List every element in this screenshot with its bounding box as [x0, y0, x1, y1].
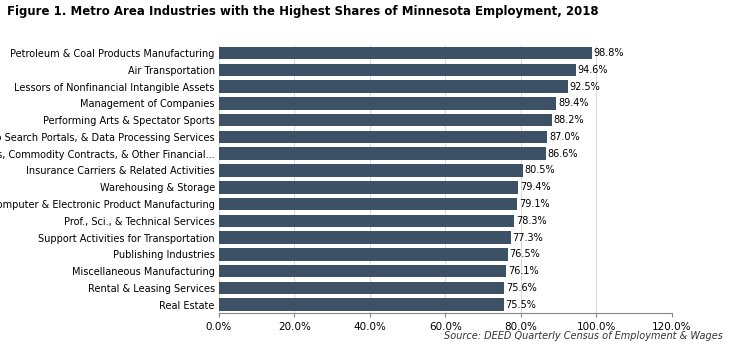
Bar — [219, 148, 545, 160]
Text: Figure 1. Metro Area Industries with the Highest Shares of Minnesota Employment,: Figure 1. Metro Area Industries with the… — [7, 5, 599, 18]
Bar — [219, 248, 507, 261]
Text: 78.3%: 78.3% — [516, 216, 547, 226]
Bar — [219, 64, 576, 76]
Bar — [219, 231, 510, 244]
Bar — [219, 80, 568, 93]
Bar — [219, 181, 518, 194]
Text: 75.5%: 75.5% — [506, 300, 537, 310]
Bar — [219, 265, 506, 277]
Bar — [219, 215, 515, 227]
Text: 80.5%: 80.5% — [524, 165, 555, 175]
Bar — [219, 282, 504, 294]
Text: 92.5%: 92.5% — [569, 82, 601, 92]
Text: 77.3%: 77.3% — [512, 233, 543, 243]
Text: 94.6%: 94.6% — [577, 65, 608, 75]
Text: 89.4%: 89.4% — [558, 98, 588, 108]
Bar — [219, 114, 552, 127]
Bar — [219, 198, 518, 210]
Bar — [219, 131, 548, 143]
Bar — [219, 97, 556, 110]
Text: 87.0%: 87.0% — [549, 132, 580, 142]
Text: 88.2%: 88.2% — [553, 115, 584, 125]
Bar — [219, 164, 523, 177]
Text: 86.6%: 86.6% — [548, 149, 578, 159]
Text: 75.6%: 75.6% — [506, 283, 537, 293]
Bar — [219, 47, 591, 60]
Text: Source: DEED Quarterly Census of Employment & Wages: Source: DEED Quarterly Census of Employm… — [444, 331, 723, 341]
Text: 79.4%: 79.4% — [520, 182, 551, 192]
Text: 76.5%: 76.5% — [510, 249, 540, 259]
Text: 79.1%: 79.1% — [519, 199, 550, 209]
Bar — [219, 298, 504, 311]
Text: 98.8%: 98.8% — [593, 48, 624, 58]
Text: 76.1%: 76.1% — [508, 266, 539, 276]
